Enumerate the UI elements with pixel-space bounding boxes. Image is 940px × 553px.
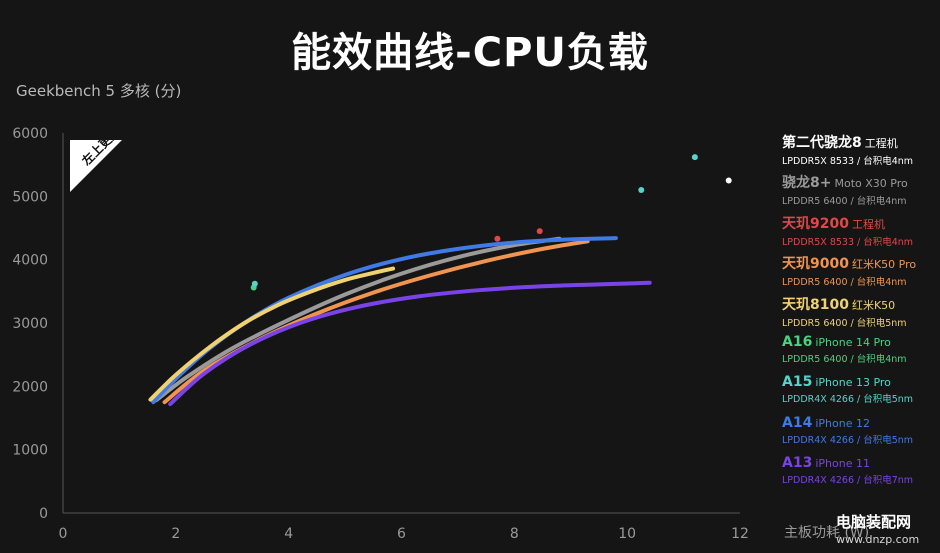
badge-triangle — [70, 140, 122, 192]
data-point-第二代骁龙8 — [725, 177, 732, 184]
data-point-A15 — [691, 154, 698, 161]
legend-chip-label: 天玑9000 — [782, 256, 849, 273]
legend-device-label: iPhone 13 Pro — [815, 376, 891, 390]
legend-memory-label: LPDDR4X 4266 / 台积电7nm — [782, 475, 914, 487]
data-point-天玑9200 — [536, 228, 543, 235]
legend-chip-name: 天玑9200 工程机 — [782, 213, 938, 233]
data-point-A15 — [251, 280, 258, 287]
legend-memory-label: LPDDR4X 4266 / 台积电5nm — [782, 434, 914, 446]
x-tick-label: 6 — [397, 526, 406, 542]
better-badge: 左上更好 — [70, 124, 124, 194]
series-line-骁龙8+ — [154, 236, 562, 403]
legend-chip-label: 骁龙8+ — [782, 175, 832, 192]
legend-chip-name: A13 iPhone 11 — [782, 455, 938, 471]
x-tick-label: 8 — [510, 526, 519, 542]
legend-chip-name: 天玑8100 红米K50 — [782, 294, 938, 314]
x-tick-label: 4 — [284, 526, 293, 542]
y-tick-label: 1000 — [12, 443, 48, 459]
legend-memory-label: LPDDR5X 8533 / 台积电4nm — [782, 236, 914, 248]
series-line-天玑8100 — [148, 266, 396, 402]
legend-chip-name: 天玑9000 红米K50 Pro — [782, 253, 938, 273]
legend-item: 骁龙8+ Moto X30 Pro LPDDR5 6400 / 台积电4nm — [782, 172, 938, 212]
legend-item: A14 iPhone 12 LPDDR4X 4266 / 台积电5nm — [782, 415, 938, 455]
watermark: 电脑装配网 www.dnzp.com — [836, 514, 919, 548]
legend: 第二代骁龙8 工程机 LPDDR5X 8533 / 台积电4nm 骁龙8+ Moto X… — [782, 132, 938, 496]
legend-memory-label: LPDDR5 6400 / 台积电4nm — [782, 277, 907, 289]
legend-item: 天玑8100 红米K50 LPDDR5 6400 / 台积电5nm — [782, 294, 938, 334]
y-tick-label: 2000 — [12, 379, 48, 395]
watermark-url: www.dnzp.com — [836, 533, 920, 546]
legend-device-label: 工程机 — [864, 137, 898, 150]
legend-device-label: 红米K50 — [851, 298, 896, 312]
y-tick-label: 5000 — [12, 189, 48, 205]
legend-item: A16 iPhone 14 Pro LPDDR5 6400 / 台积电4nm — [782, 334, 938, 374]
legend-item: A13 iPhone 11 LPDDR4X 4266 / 台积电7nm — [782, 455, 938, 495]
y-tick-label: 6000 — [12, 126, 48, 142]
legend-device-label: Moto X30 Pro — [834, 177, 908, 191]
legend-device-label: iPhone 11 — [815, 457, 870, 471]
legend-chip-name: A15 iPhone 13 Pro — [782, 374, 938, 390]
x-tick-label: 12 — [731, 526, 749, 542]
legend-chip-label: 天玑8100 — [782, 296, 849, 313]
legend-memory-label: LPDDR5X 8533 / 台积电4nm — [782, 156, 914, 167]
legend-chip-name: A14 iPhone 12 — [782, 415, 938, 431]
x-tick-label: 0 — [59, 526, 68, 542]
page-title: 能效曲线-CPU负载 — [291, 30, 649, 76]
legend-item: A15 iPhone 13 Pro LPDDR4X 4266 / 台积电5nm — [782, 374, 938, 414]
legend-chip-label: A14 — [782, 414, 813, 431]
y-tick-label: 3000 — [12, 316, 48, 332]
legend-chip-name: A16 iPhone 14 Pro — [782, 334, 938, 350]
watermark-name: 电脑装配网 — [836, 513, 912, 531]
legend-item: 天玑9000 红米K50 Pro LPDDR5 6400 / 台积电4nm — [782, 253, 938, 293]
legend-chip-name: 骁龙8+ Moto X30 Pro — [782, 172, 938, 192]
legend-memory-label: LPDDR5 6400 / 台积电5nm — [782, 317, 907, 329]
legend-item: 天玑9200 工程机 LPDDR5X 8533 / 台积电4nm — [782, 213, 938, 253]
legend-chip-label: A15 — [782, 374, 813, 391]
legend-device-label: iPhone 14 Pro — [815, 335, 891, 349]
x-tick-label: 2 — [171, 526, 180, 542]
legend-chip-label: 第二代骁龙8 — [782, 135, 862, 151]
legend-memory-label: LPDDR5 6400 / 台积电4nm — [782, 196, 907, 208]
legend-memory-label: LPDDR5 6400 / 台积电4nm — [782, 353, 907, 365]
legend-device-label: 工程机 — [851, 217, 885, 231]
y-tick-label: 4000 — [12, 253, 48, 269]
legend-chip-name: 第二代骁龙8 工程机 — [782, 132, 938, 152]
y-tick-label: 0 — [39, 506, 48, 522]
data-point-A15 — [638, 187, 645, 193]
y-axis-label: Geekbench 5 多核 (分) — [16, 82, 182, 100]
legend-chip-label: A16 — [782, 333, 813, 350]
legend-device-label: iPhone 12 — [815, 416, 870, 430]
legend-chip-label: A13 — [782, 455, 813, 472]
legend-chip-label: 天玑9200 — [782, 215, 849, 232]
series-line-A13 — [168, 280, 652, 407]
series-line-A14 — [151, 236, 618, 405]
data-point-天玑9200 — [494, 235, 501, 242]
legend-device-label: 红米K50 Pro — [851, 258, 917, 272]
legend-memory-label: LPDDR4X 4266 / 台积电5nm — [782, 394, 914, 406]
legend-item: 第二代骁龙8 工程机 LPDDR5X 8533 / 台积电4nm — [782, 132, 938, 172]
x-tick-label: 10 — [618, 526, 636, 542]
x-axis-label: 主板功耗 (W) — [784, 525, 870, 541]
